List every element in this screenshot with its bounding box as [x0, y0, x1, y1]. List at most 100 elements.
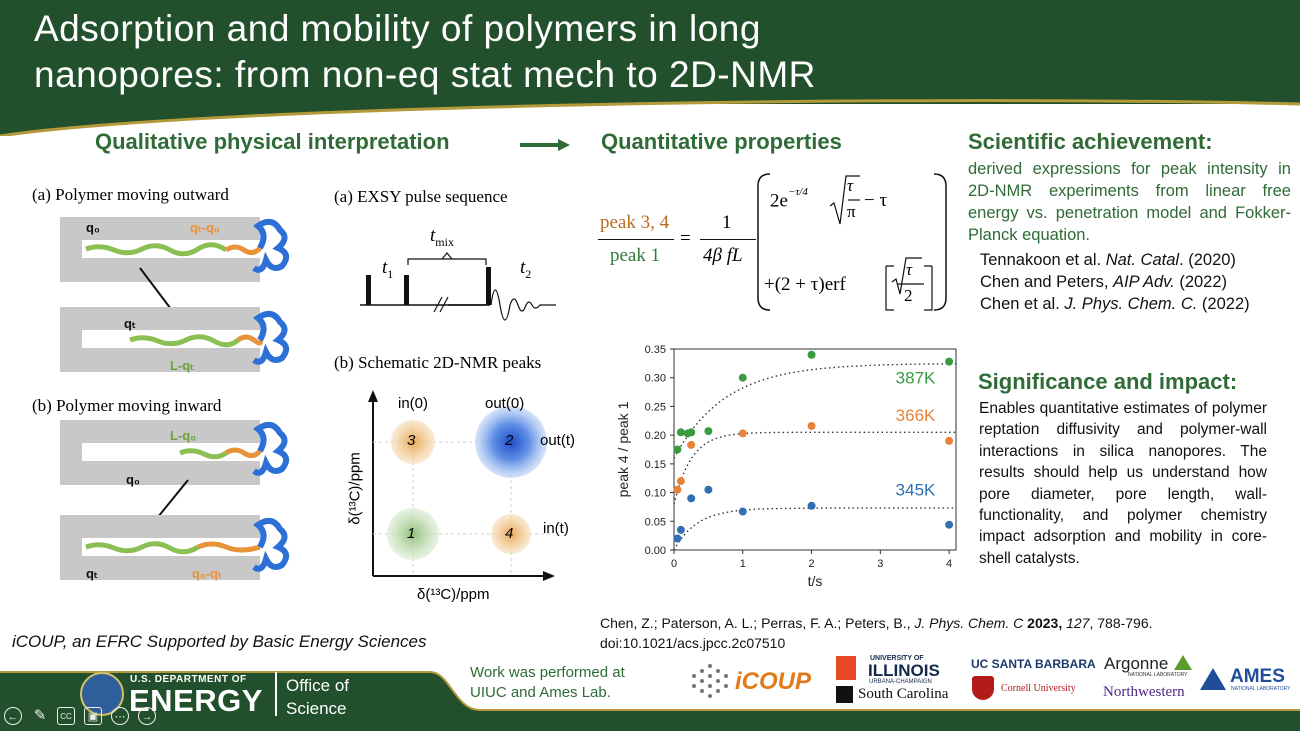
- icoup-logo: iCOUP: [735, 668, 812, 695]
- y-tick-label: 0.30: [645, 373, 666, 385]
- illinois-top: UNIVERSITY OF: [870, 655, 924, 662]
- pulse-sequence: [360, 252, 556, 321]
- peak-ratio-chart: 0.00 0.05 0.10 0.15 0.20 0.25 0.30 0.35 0 1 2 3 4 t/s…: [600, 335, 970, 610]
- x-axis-label: t/s: [808, 573, 823, 589]
- label-qt-b: qₜ: [86, 566, 98, 581]
- data-point-345K: [673, 534, 682, 543]
- eq-term2-two: 2: [904, 286, 913, 305]
- doi-link[interactable]: doi:10.1021/acs.jpcc.2c07510: [600, 635, 786, 651]
- label-qt-q0: qₜ-q₀: [190, 220, 220, 235]
- northwestern-logo: Northwestern: [1103, 684, 1185, 700]
- illinois-logo: ILLINOIS: [868, 661, 940, 680]
- work-note: Work was performed at UIUC and Ames Lab.: [470, 664, 625, 701]
- fit-curve-366K: [673, 431, 956, 505]
- panel-b-title: (b) Polymer moving inward: [32, 396, 222, 415]
- argonne-triangle-icon: [1174, 655, 1192, 670]
- y-axis-label: peak 4 / peak 1: [615, 401, 631, 497]
- data-point-387K: [673, 445, 682, 454]
- label-int: in(t): [543, 520, 569, 537]
- cornell-logo: Cornell University: [1001, 683, 1076, 694]
- significance-text: Enables quantitative estimates of polyme…: [979, 400, 1267, 567]
- eq-equals: =: [680, 228, 691, 249]
- nmr2d-title: (b) Schematic 2D-NMR peaks: [334, 353, 542, 372]
- eq-term1: 2e−τ/4: [770, 186, 808, 212]
- t1-label: t1: [382, 257, 394, 281]
- label-q0-qt: q₀-qₜ: [192, 566, 222, 581]
- achievement-ref: Tennakoon et al. Nat. Catal. (2020): [980, 251, 1236, 269]
- eq-term1-pi: π: [847, 202, 856, 221]
- data-point-387K: [687, 428, 696, 437]
- x-tick-label: 3: [877, 558, 883, 570]
- y-tick-label: 0.05: [645, 516, 666, 528]
- nmr2d-figure: (b) Schematic 2D-NMR peaks in(0) out(0) …: [325, 350, 595, 610]
- argonne-sub: NATIONAL LABORATORY: [1128, 672, 1188, 678]
- prev-slide-icon[interactable]: ←: [4, 707, 22, 725]
- doe-divider: [275, 672, 277, 716]
- icoup-cube-icon: [690, 662, 730, 698]
- label-qt-a: qₜ: [124, 316, 136, 331]
- title-line-1: Adsorption and mobility of polymers in l…: [34, 8, 761, 49]
- y-tick-label: 0.25: [645, 401, 666, 413]
- nmr-ylabel: δ(¹³C)/ppm: [346, 452, 364, 525]
- data-point-345K: [676, 525, 685, 534]
- exsy-title: (a) EXSY pulse sequence: [334, 187, 508, 206]
- x-tick-label: 2: [808, 558, 814, 570]
- next-slide-icon[interactable]: →: [138, 707, 156, 725]
- eq-term2-tau: τ: [906, 260, 913, 279]
- eq-term1-tau: τ: [847, 176, 854, 195]
- data-point-387K: [807, 350, 816, 359]
- nmr-xlabel: δ(¹³C)/ppm: [417, 586, 490, 603]
- usc-icon: [836, 686, 853, 703]
- data-point-345K: [704, 485, 713, 494]
- ames-logo: AMES: [1230, 666, 1285, 687]
- argonne-logo: Argonne: [1104, 654, 1169, 673]
- y-tick-label: 0.10: [645, 488, 666, 500]
- achievement-ref: Chen and Peters, AIP Adv. (2022): [980, 273, 1228, 291]
- data-point-345K: [945, 520, 954, 529]
- footer-band: [0, 671, 1300, 731]
- x-tick-label: 4: [946, 558, 952, 570]
- title-line-2: nanopores: from non-eq stat mech to 2D-N…: [34, 54, 816, 95]
- data-point-366K: [673, 485, 682, 494]
- series-label-387K: 387K: [896, 368, 936, 387]
- label-L-q0: L-q₀: [170, 428, 197, 443]
- achievement-refs: Tennakoon et al. Nat. Catal. (2020) Chen …: [980, 249, 1250, 315]
- data-point-366K: [807, 421, 816, 430]
- significance-heading: Significance and impact:: [978, 369, 1238, 394]
- data-point-387K: [945, 357, 954, 366]
- south-carolina-logo: South Carolina: [858, 686, 949, 702]
- eq-prefactor-bar: [700, 239, 756, 240]
- nmr2d-plot: [368, 390, 555, 581]
- label-q0-a: q₀: [86, 220, 100, 235]
- pore-diagram: [60, 217, 290, 580]
- data-point-366K: [945, 436, 954, 445]
- ames-triangle-icon: [1200, 668, 1226, 690]
- eq-one: 1: [722, 212, 732, 233]
- t2-label: t2: [520, 257, 532, 281]
- captions-icon[interactable]: CC: [57, 707, 75, 725]
- peak-1: 1: [407, 525, 416, 542]
- peak-2: 2: [505, 432, 514, 449]
- label-out0: out(0): [485, 395, 525, 412]
- eq-fraction-bar: [598, 239, 674, 240]
- data-point-345K: [687, 494, 696, 503]
- data-point-345K: [807, 501, 816, 510]
- pen-icon[interactable]: ✎: [33, 707, 47, 724]
- more-options-icon[interactable]: ⋯: [111, 707, 129, 725]
- exsy-figure: (a) EXSY pulse sequence tmix t1 t2: [330, 185, 590, 325]
- data-point-387K: [738, 373, 747, 382]
- eq-denominator: peak 1: [610, 245, 661, 266]
- label-L-qt: L-qₜ: [170, 358, 195, 373]
- slides-overview-icon[interactable]: ▣: [84, 707, 102, 725]
- citation: Chen, Z.; Paterson, A. L.; Perras, F. A.…: [600, 615, 1153, 651]
- achievement-text: derived expressions for peak intensity i…: [968, 160, 1291, 244]
- series-label-366K: 366K: [896, 406, 936, 425]
- illinois-i-icon: [836, 656, 856, 680]
- eq-term1-minus-tau: − τ: [864, 190, 888, 211]
- qualitative-heading: Qualitative physical interpretation: [95, 129, 450, 154]
- label-in0: in(0): [398, 395, 429, 412]
- header-swoosh: [0, 96, 1300, 136]
- data-point-366K: [738, 429, 747, 438]
- data-point-387K: [704, 427, 713, 436]
- eq-prefactor-den: 4β fL: [703, 245, 743, 266]
